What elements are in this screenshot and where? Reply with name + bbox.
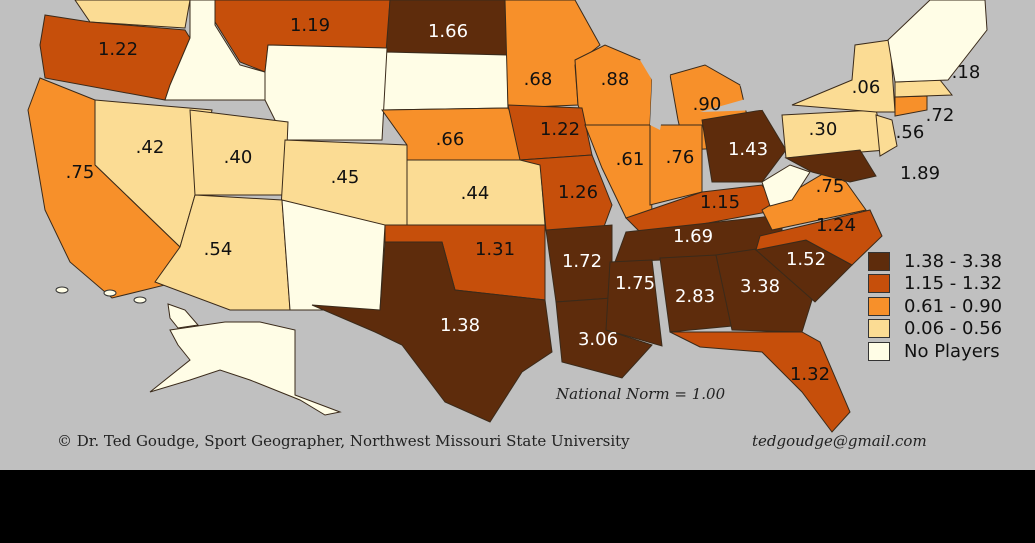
state-value-label: .06 [852,77,881,98]
state-value-label: 1.66 [428,21,468,42]
island-shape [55,286,69,294]
legend-label: 0.61 - 0.90 [904,295,1003,317]
legend-item: 0.06 - 0.56 [868,318,1002,341]
great-lake [700,95,770,112]
legend-item: 1.38 - 3.38 [868,250,1002,273]
legend-swatch [868,296,890,316]
national-norm-note: National Norm = 1.00 [556,385,726,403]
state-value-label: .90 [693,94,722,115]
legend-swatch [868,274,890,294]
state-value-label: .40 [224,147,253,168]
state-value-label: 1.89 [900,163,940,184]
state-value-label: 1.43 [728,139,768,160]
great-lake [640,50,670,130]
great-lake [740,70,770,100]
state-shape [791,39,896,113]
legend-item: 1.15 - 1.32 [868,273,1002,296]
legend-item: 0.61 - 0.90 [868,295,1002,318]
author-email: tedgoudge@gmail.com [752,432,927,450]
legend-label: No Players [904,340,1000,362]
map: 1.22 1.19 1.66 .68 .88 .90 .42 .75 .40 .45 .54 .66.… [0,0,1035,470]
state-value-label: .56 [896,122,925,143]
island-shape [103,289,117,297]
state-value-label: .88 [601,69,630,90]
bottom-bar [0,470,1035,543]
state-value-label: 1.69 [673,226,713,247]
state-shape [669,331,851,433]
state-shape [894,79,954,98]
state-value-label: 1.38 [440,315,480,336]
state-value-label: 1.15 [700,192,740,213]
legend-swatch [868,251,890,271]
state-value-label: 1.32 [790,364,830,385]
state-value-label: .30 [809,119,838,140]
credit-line: © Dr. Ted Goudge, Sport Geographer, Nort… [57,432,630,450]
state-value-label: 1.52 [786,249,826,270]
state-value-label: .42 [136,137,165,158]
state-shape [755,209,883,266]
state-shape [784,149,877,183]
state-shape [605,259,663,347]
state-shape [761,164,811,207]
state-value-label: .76 [666,147,695,168]
state-value-label: 1.31 [475,239,515,260]
legend-label: 1.15 - 1.32 [904,273,1003,295]
legend-label: 0.06 - 0.56 [904,318,1003,340]
state-shape [27,77,181,299]
legend-swatch [868,319,890,339]
state-shape [701,109,787,183]
state-value-label: .75 [66,162,95,183]
state-shape [167,303,199,329]
state-value-label: .45 [331,167,360,188]
legend-item: No Players [868,340,1002,363]
state-value-label: 1.22 [98,39,138,60]
state-value-label: 1.19 [290,15,330,36]
state-value-label: 2.83 [675,286,715,307]
state-value-label: 1.24 [816,215,856,236]
state-value-label: .75 [816,176,845,197]
state-shape [381,51,509,111]
state-shape [149,321,342,416]
state-value-label: 3.06 [578,329,618,350]
state-shape [887,0,988,83]
state-value-label: .61 [616,149,645,170]
state-value-label: .54 [204,239,233,260]
legend-swatch [868,341,890,361]
state-value-label: 1.22 [540,119,580,140]
state-shape [875,114,898,157]
state-value-label: .68 [524,69,553,90]
legend-label: 1.38 - 3.38 [904,250,1003,272]
state-shape [74,0,191,29]
state-map: 1.22 1.19 1.66 .68 .88 .90 .42 .75 .40 .45 .54 .66.… [27,0,988,433]
state-value-label: .66 [436,129,465,150]
state-shape [761,171,867,231]
state-value-label: .44 [461,183,490,204]
state-value-label: 3.38 [740,276,780,297]
state-value-label: 1.26 [558,182,598,203]
legend: 1.38 - 3.38 1.15 - 1.32 0.61 - 0.90 0.06… [868,250,1002,363]
state-value-label: .18 [952,62,981,83]
state-value-label: 1.72 [562,251,602,272]
state-value-label: .72 [926,105,955,126]
state-value-label: 1.75 [615,273,655,294]
state-shape [894,95,928,117]
island-shape [133,296,147,304]
state-shape [311,241,553,423]
